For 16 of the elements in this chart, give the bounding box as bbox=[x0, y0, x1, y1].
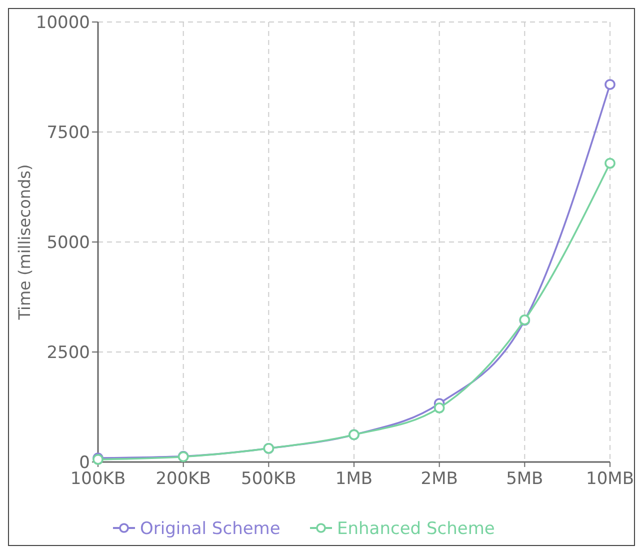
point bbox=[604, 79, 616, 90]
point bbox=[434, 402, 445, 414]
x-tick-label: 10MB bbox=[586, 469, 634, 489]
y-tick-label: 5000 bbox=[46, 232, 90, 253]
x-tick-label: 200KB bbox=[156, 469, 211, 489]
y-tick-label: 10000 bbox=[36, 12, 90, 33]
legend-label: Enhanced Scheme bbox=[337, 518, 495, 539]
x-tick-label: 5MB bbox=[506, 469, 544, 489]
y-axis-title: Time (milliseconds) bbox=[15, 164, 34, 321]
legend-label: Original Scheme bbox=[140, 518, 280, 539]
x-tick-label: 2MB bbox=[420, 469, 458, 489]
point bbox=[604, 158, 616, 169]
y-tick-label: 7500 bbox=[46, 122, 90, 143]
y-tick-label: 2500 bbox=[46, 342, 90, 363]
x-tick-label: 1MB bbox=[335, 469, 373, 489]
x-tick-label: 500KB bbox=[241, 469, 296, 489]
